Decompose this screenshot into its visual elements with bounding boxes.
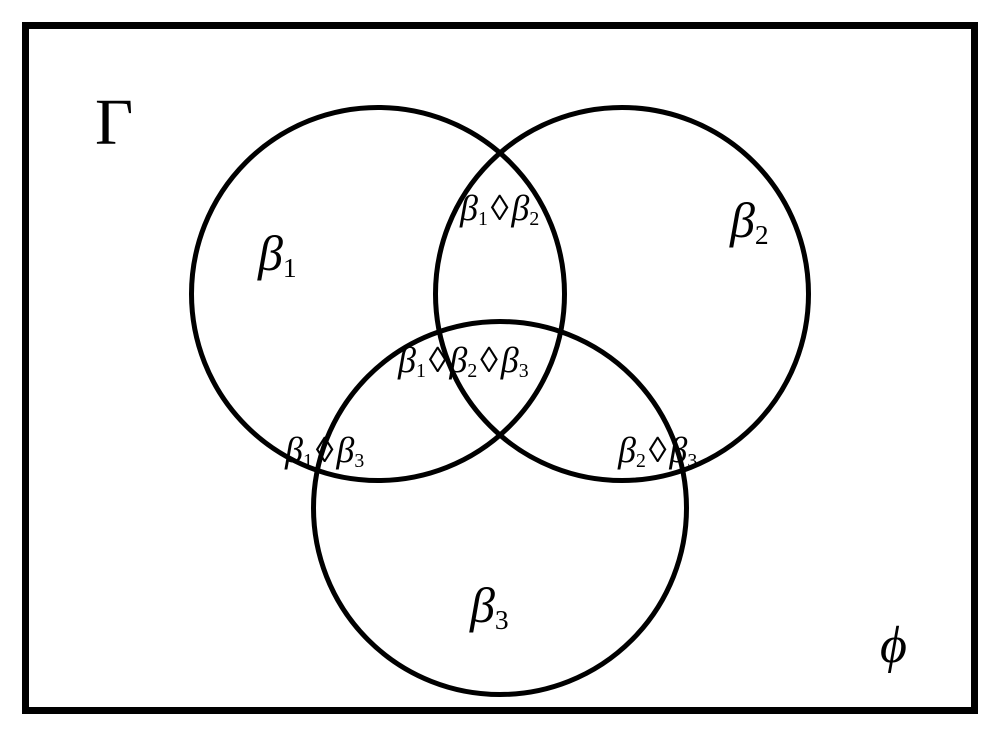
venn-diagram: { "frame": { "x": 22, "y": 22, "w": 956,… — [0, 0, 1000, 736]
label-b1b3: β1◊β3 — [285, 432, 364, 468]
label-b2b3: β2◊β3 — [618, 432, 697, 468]
label-gamma: Γ — [95, 90, 133, 156]
label-phi: ϕ — [880, 620, 907, 672]
label-b1b2: β1◊β2 — [460, 190, 539, 226]
label-b2: β2 — [730, 195, 769, 245]
label-b1: β1 — [258, 228, 297, 278]
label-b3: β3 — [470, 580, 509, 630]
label-b1b2b3: β1◊β2◊β3 — [398, 342, 529, 378]
